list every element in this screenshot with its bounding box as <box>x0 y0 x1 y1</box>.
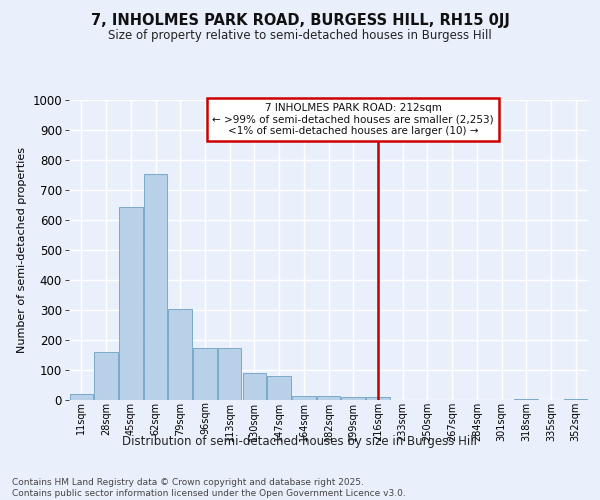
Text: Contains HM Land Registry data © Crown copyright and database right 2025.
Contai: Contains HM Land Registry data © Crown c… <box>12 478 406 498</box>
Bar <box>119 206 143 400</box>
Bar <box>94 352 118 400</box>
Y-axis label: Number of semi-detached properties: Number of semi-detached properties <box>17 147 27 353</box>
Bar <box>242 373 266 400</box>
Bar <box>70 394 93 400</box>
Bar <box>218 348 241 400</box>
Bar <box>366 397 389 400</box>
Bar <box>341 397 365 400</box>
Text: 7 INHOLMES PARK ROAD: 212sqm
← >99% of semi-detached houses are smaller (2,253)
: 7 INHOLMES PARK ROAD: 212sqm ← >99% of s… <box>212 103 494 136</box>
Bar <box>193 348 217 400</box>
Bar <box>317 396 340 400</box>
Bar <box>144 174 167 400</box>
Bar <box>268 376 291 400</box>
Bar <box>292 396 316 400</box>
Text: Size of property relative to semi-detached houses in Burgess Hill: Size of property relative to semi-detach… <box>108 29 492 42</box>
Bar <box>169 308 192 400</box>
Text: 7, INHOLMES PARK ROAD, BURGESS HILL, RH15 0JJ: 7, INHOLMES PARK ROAD, BURGESS HILL, RH1… <box>91 12 509 28</box>
Text: Distribution of semi-detached houses by size in Burgess Hill: Distribution of semi-detached houses by … <box>122 435 478 448</box>
